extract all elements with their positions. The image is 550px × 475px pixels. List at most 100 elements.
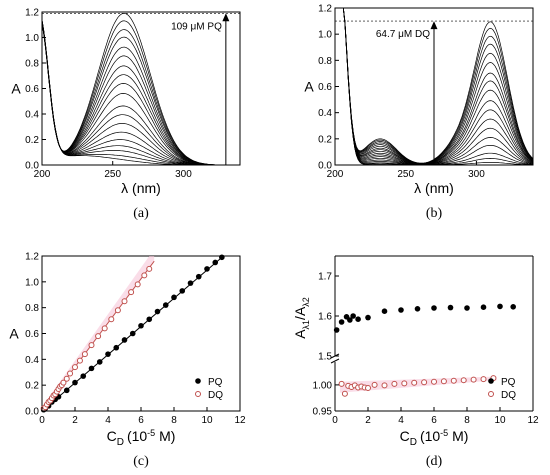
y-axis-label: A <box>304 79 314 95</box>
data-point <box>72 379 78 386</box>
data-point <box>171 294 177 301</box>
y-tick-label: 0.6 <box>25 84 39 95</box>
data-point <box>80 373 87 379</box>
data-point <box>355 316 361 323</box>
data-point <box>101 325 108 332</box>
panel-caption: (c) <box>133 454 149 469</box>
y-tick-label: 0.6 <box>25 329 39 340</box>
x-tick-label: 4 <box>398 415 404 426</box>
y-tick-label: 1.2 <box>318 4 332 15</box>
x-tick-label: 2 <box>72 415 78 426</box>
data-point <box>76 357 83 364</box>
y-tick-label: 0.2 <box>25 381 39 392</box>
data-point <box>114 307 121 314</box>
x-axis-label-part: D <box>410 437 417 448</box>
y-tick-label: 1.0 <box>318 30 332 41</box>
data-point <box>411 379 418 386</box>
x-tick-label: 300 <box>175 169 192 180</box>
y-tick-label: 0.4 <box>25 110 39 121</box>
y-tick-label: 0.4 <box>318 108 332 119</box>
spectrum-line <box>335 7 534 164</box>
data-point <box>141 272 148 279</box>
data-point <box>146 316 153 323</box>
data-point <box>421 379 428 386</box>
y-tick-label: 1.5 <box>318 352 332 363</box>
x-axis-label-part: (10 <box>127 428 147 444</box>
panel-caption: (b) <box>426 206 443 221</box>
concentration-annotation: 109 μM PQ <box>171 21 222 32</box>
data-point <box>333 327 340 333</box>
data-point <box>431 378 437 385</box>
data-point <box>350 313 356 319</box>
data-point <box>398 307 404 313</box>
data-point <box>128 289 135 296</box>
data-point <box>365 385 371 392</box>
data-point <box>63 387 70 394</box>
legend-label: PQ <box>208 377 223 388</box>
legend-marker <box>195 378 201 384</box>
y-tick-label: 1.7 <box>318 272 332 283</box>
x-axis-label: λ (nm) <box>414 180 454 196</box>
x-axis-label: CD (10-5 M) <box>400 428 469 448</box>
y-tick-label: 1.6 <box>318 312 332 323</box>
data-point <box>146 265 153 272</box>
data-point <box>338 319 345 325</box>
y-tick-label: 1.00 <box>313 380 333 391</box>
data-point <box>450 377 457 384</box>
y-tick-label: 1.2 <box>25 8 39 19</box>
x-tick-label: 12 <box>527 415 539 426</box>
x-tick-label: 0 <box>332 415 338 426</box>
y-tick-label: 1.2 <box>25 252 39 263</box>
x-tick-label: 10 <box>201 415 213 426</box>
x-tick-label: 6 <box>431 415 437 426</box>
spectrum-line <box>41 12 240 166</box>
spectrum-line <box>41 22 240 166</box>
data-point <box>497 303 503 310</box>
x-axis-label-part: D <box>117 437 124 448</box>
y-tick-label: 0.4 <box>25 355 39 366</box>
data-point <box>129 330 136 337</box>
legend-marker <box>488 378 494 384</box>
dq-confidence-band <box>339 376 497 393</box>
x-tick-label: 2 <box>365 415 371 426</box>
data-point <box>341 390 348 397</box>
data-point <box>187 280 194 286</box>
data-point <box>134 281 141 288</box>
x-axis-label-part: (10 <box>420 428 440 444</box>
data-point <box>81 351 88 358</box>
legend-marker <box>488 391 494 397</box>
data-point <box>391 380 398 387</box>
data-point <box>95 333 102 340</box>
plot-frame <box>41 11 241 166</box>
x-tick-label: 250 <box>104 169 121 180</box>
spectrum-line <box>41 22 240 166</box>
x-axis-label-part: -5 <box>440 428 448 438</box>
data-point <box>179 288 186 294</box>
y-axis-label: Aλ1/Aλ2 <box>292 297 311 339</box>
x-tick-label: 200 <box>34 169 51 180</box>
data-point <box>67 370 74 377</box>
x-axis-label: CD (10-5 M) <box>107 428 176 448</box>
x-tick-label: 8 <box>464 415 470 426</box>
x-axis-label-part: -5 <box>147 428 155 438</box>
spectrum-line <box>335 7 534 165</box>
y-tick-label: 0.2 <box>25 135 39 146</box>
arrow-head <box>430 21 438 30</box>
spectrum-line <box>335 7 533 166</box>
x-axis-label-part: C <box>400 428 410 444</box>
y-axis-label-part: λ2 <box>301 297 311 307</box>
data-point <box>431 305 437 311</box>
panel-c-absorbance-vs-concentration: 0 2 4 6 8 10 12 0.0 0.2 0.4 0.6 0.8 1.0 1.2 CD (10-5 M)… <box>9 252 246 470</box>
data-point <box>212 259 219 266</box>
data-point <box>154 308 161 315</box>
y-tick-label: 0.8 <box>25 59 39 70</box>
panel-caption: (d) <box>426 454 443 469</box>
x-tick-label: 6 <box>138 415 144 426</box>
data-point <box>460 377 467 384</box>
legend-label: PQ <box>501 377 516 388</box>
y-tick-label: 1.0 <box>25 277 39 288</box>
data-point <box>96 359 103 365</box>
data-point <box>381 308 388 315</box>
x-tick-label: 0 <box>39 415 45 426</box>
data-point <box>72 364 78 371</box>
